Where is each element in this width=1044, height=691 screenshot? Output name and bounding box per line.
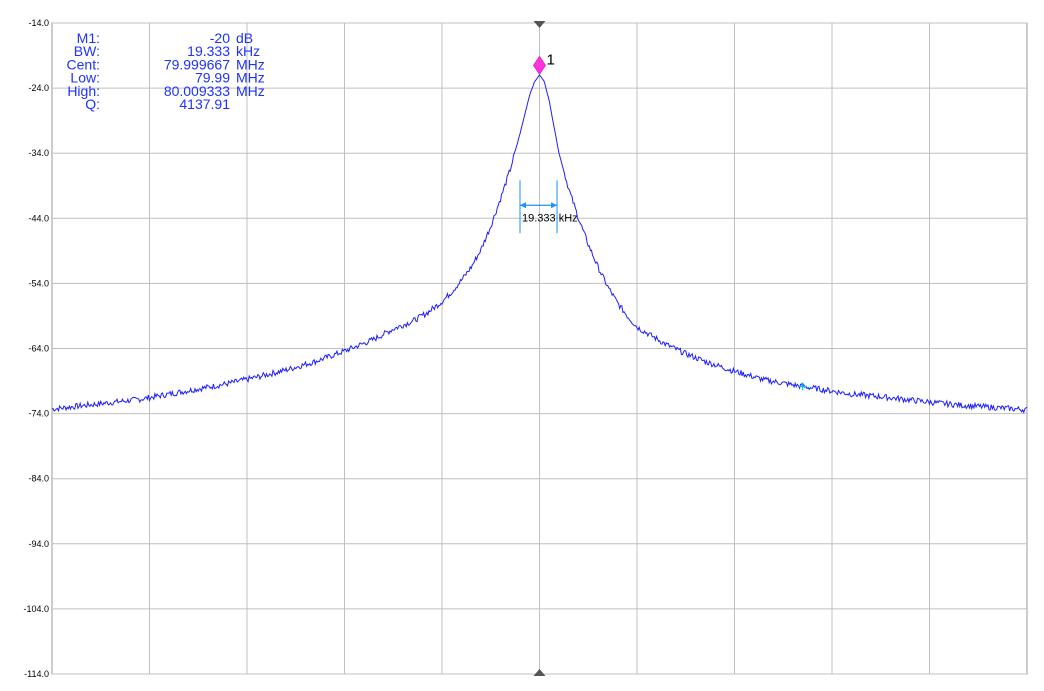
- readout-row: Cent: 79.999667 MHz: [67, 56, 265, 72]
- readout-value: -20: [210, 30, 230, 46]
- plot-grid: [51, 22, 1028, 675]
- readout-unit: MHz: [236, 56, 265, 72]
- y-tick-label: -74.0: [28, 409, 49, 419]
- bandwidth-arrow-right-icon: [551, 202, 558, 209]
- readout-label: Cent:: [67, 56, 100, 72]
- y-tick-label: -104.0: [23, 604, 49, 614]
- readout-unit: MHz: [236, 70, 265, 86]
- marker-1-label: 1: [547, 51, 555, 68]
- readout-label: High:: [67, 83, 100, 99]
- y-tick-label: -94.0: [28, 539, 49, 549]
- readout-label: Q:: [85, 96, 100, 112]
- readout-row: Low: 79.99 MHz: [70, 70, 264, 86]
- bandwidth-label: 19.333 kHz: [522, 212, 578, 224]
- readout-unit: dB: [236, 30, 253, 46]
- readout-value: 4137.91: [179, 96, 230, 112]
- bandwidth-arrow-left-icon: [520, 202, 526, 209]
- spectrum-trace-line: [51, 74, 1028, 414]
- marker-1-diamond-icon[interactable]: [533, 55, 546, 76]
- annotation-layer: 19.333 kHz 1: [519, 21, 807, 676]
- readout-unit: MHz: [236, 83, 265, 99]
- y-tick-label: -84.0: [28, 474, 49, 484]
- readout-row: BW: 19.333 kHz: [74, 43, 260, 59]
- y-tick-label: -34.0: [28, 148, 49, 158]
- y-axis-tick-labels: -14.0 -24.0 -34.0 -44.0 -54.0 -64.0 -74.0 -84.0…: [23, 18, 49, 679]
- y-tick-label: -54.0: [28, 278, 49, 288]
- aux-marker-icon[interactable]: [798, 382, 807, 391]
- readout-label: M1:: [77, 30, 100, 46]
- readout-row: M1: -20 dB: [77, 30, 253, 46]
- y-tick-label: -44.0: [28, 213, 49, 223]
- center-bottom-indicator-icon: [533, 669, 546, 676]
- y-tick-label: -114.0: [24, 669, 49, 679]
- readout-value: 19.333: [187, 43, 230, 59]
- readout-value: 80.009333: [164, 83, 230, 99]
- trace-layer: [51, 74, 1028, 414]
- center-top-indicator-icon: [533, 21, 546, 28]
- readout-label: BW:: [74, 43, 100, 59]
- readout-unit: kHz: [236, 43, 260, 59]
- readout-value: 79.999667: [164, 56, 230, 72]
- readout-row: Q: 4137.91: [85, 96, 230, 112]
- readout-label: Low:: [70, 70, 100, 86]
- y-tick-label: -14.0: [28, 18, 49, 28]
- readout-row: High: 80.009333 MHz: [67, 83, 264, 99]
- readout-value: 79.99: [195, 70, 230, 86]
- y-tick-label: -64.0: [28, 344, 49, 354]
- y-tick-label: -24.0: [28, 83, 49, 93]
